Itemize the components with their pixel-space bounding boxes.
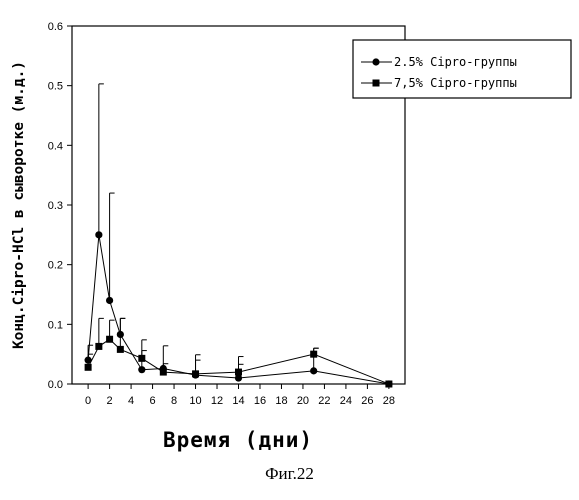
x-tick-label: 26 xyxy=(361,395,373,407)
data-point xyxy=(235,369,242,376)
data-point xyxy=(310,351,317,358)
y-tick-label: 0.6 xyxy=(48,21,63,33)
x-tick-label: 28 xyxy=(383,395,395,407)
data-point xyxy=(106,297,113,304)
x-tick-label: 18 xyxy=(275,395,287,407)
legend-marker-circle xyxy=(372,58,379,65)
data-point xyxy=(117,346,124,353)
x-tick-label: 2 xyxy=(107,395,113,407)
data-point xyxy=(106,336,113,343)
x-tick-label: 8 xyxy=(171,395,177,407)
x-axis-label: Время (дни) xyxy=(163,428,313,452)
x-tick-label: 22 xyxy=(318,395,330,407)
data-point xyxy=(85,364,92,371)
legend-marker-square xyxy=(373,80,380,87)
data-point xyxy=(385,381,392,388)
y-tick-label: 0.0 xyxy=(48,379,63,391)
y-axis-label: Конц.Cipro-HCl в сыворотке (м.д.) xyxy=(11,61,27,349)
data-point xyxy=(160,369,167,376)
x-tick-label: 16 xyxy=(254,395,266,407)
data-point xyxy=(138,366,145,373)
x-tick-label: 24 xyxy=(340,395,352,407)
data-point xyxy=(192,370,199,377)
x-tick-label: 0 xyxy=(85,395,91,407)
y-tick-label: 0.3 xyxy=(48,200,63,212)
data-point xyxy=(95,231,102,238)
x-tick-label: 6 xyxy=(150,395,156,407)
data-point xyxy=(95,343,102,350)
series-1 xyxy=(85,84,393,388)
data-point xyxy=(138,355,145,362)
legend-label-1: 2.5% Cipro-группы xyxy=(394,55,517,69)
x-tick-label: 10 xyxy=(189,395,201,407)
x-tick-label: 20 xyxy=(297,395,309,407)
data-point xyxy=(310,367,317,374)
figure-caption: Фиг.22 xyxy=(0,464,579,484)
x-tick-label: 12 xyxy=(211,395,223,407)
x-tick-label: 14 xyxy=(232,395,244,407)
legend: 2.5% Cipro-группы 7,5% Cipro-группы xyxy=(353,40,571,98)
y-tick-label: 0.2 xyxy=(48,260,63,272)
x-tick-label: 4 xyxy=(128,395,134,407)
series-layer xyxy=(85,84,393,388)
legend-label-2: 7,5% Cipro-группы xyxy=(394,76,517,90)
y-tick-label: 0.5 xyxy=(48,81,63,93)
y-tick-label: 0.1 xyxy=(48,319,63,331)
y-tick-label: 0.4 xyxy=(48,140,63,152)
